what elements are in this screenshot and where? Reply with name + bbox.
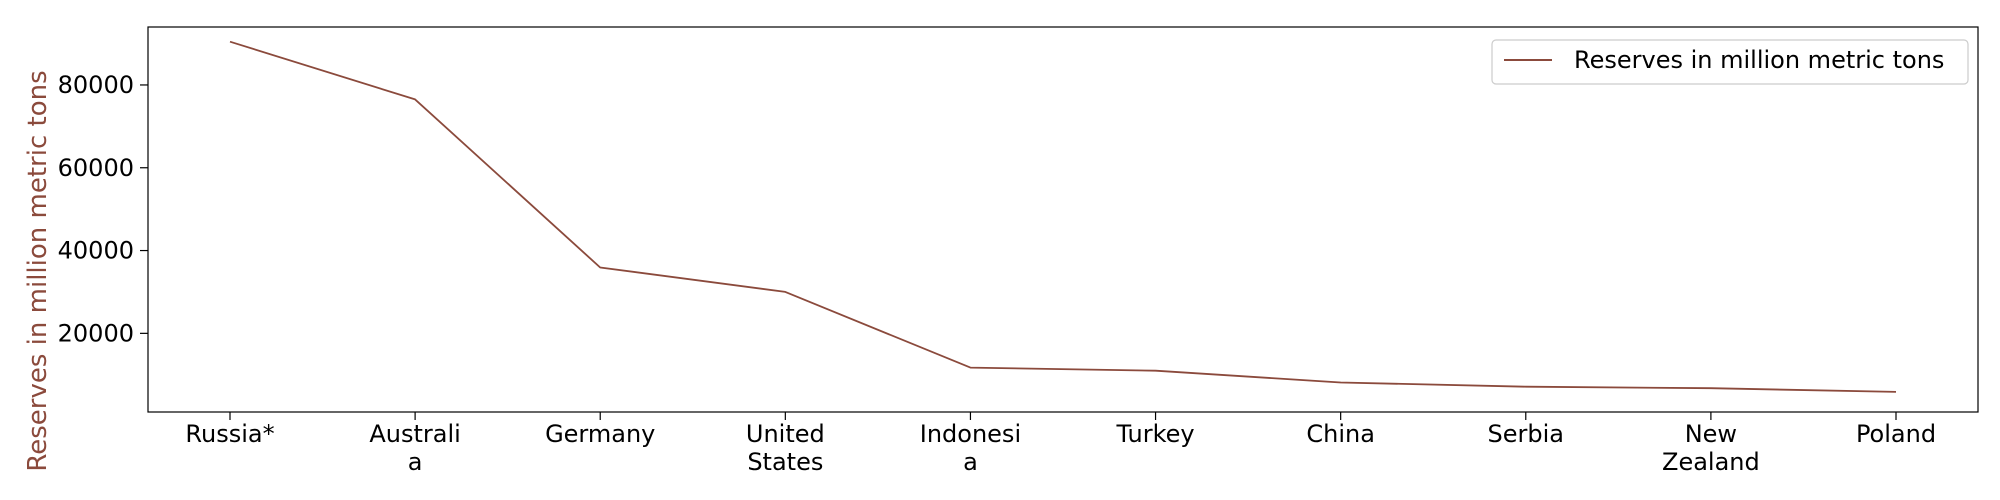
x-tick-label: United States bbox=[746, 420, 825, 476]
y-tick-label: 20000 bbox=[58, 319, 134, 347]
y-tick-label: 60000 bbox=[58, 154, 134, 182]
series-layer bbox=[229, 40, 1897, 393]
y-tick-label: 40000 bbox=[58, 237, 134, 265]
y-axis-label: Reserves in million metric tons bbox=[23, 70, 53, 471]
x-tick-label: Poland bbox=[1856, 420, 1936, 448]
x-tick-label: Turkey bbox=[1116, 420, 1195, 448]
x-tick-label: China bbox=[1306, 420, 1375, 448]
x-axis-ticks: Russia* Australi a Germany United States Indon… bbox=[185, 412, 1936, 476]
x-tick-label: New Zealand bbox=[1662, 420, 1760, 476]
x-tick-label: Russia* bbox=[185, 420, 274, 448]
legend-box bbox=[1491, 39, 1969, 85]
legend: Reserves in million metric tons bbox=[1491, 39, 1969, 85]
x-tick-label: Serbia bbox=[1488, 420, 1564, 448]
x-tick-label: Germany bbox=[545, 420, 655, 448]
series-line bbox=[229, 40, 1897, 393]
plot-area-frame bbox=[147, 26, 1979, 413]
y-tick-label: 80000 bbox=[58, 71, 134, 99]
x-tick-label: Indonesi a bbox=[920, 420, 1021, 476]
x-tick-label: Australi a bbox=[369, 420, 460, 476]
legend-label: Reserves in million metric tons bbox=[1574, 46, 1944, 74]
y-axis-ticks: 20000 40000 60000 80000 bbox=[58, 71, 148, 347]
